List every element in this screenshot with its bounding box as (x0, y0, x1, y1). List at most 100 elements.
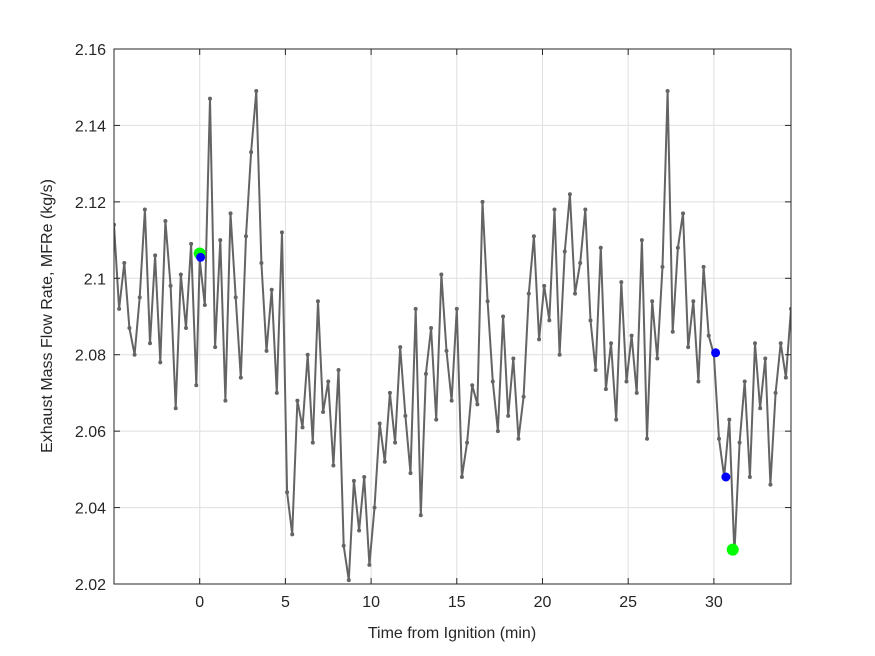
y-tick-label: 2.1 (84, 271, 106, 288)
blue-marker (196, 252, 206, 262)
x-axis-label: Time from Ignition (min) (368, 625, 536, 642)
data-point (645, 436, 650, 441)
data-point (223, 398, 228, 403)
data-point (670, 329, 675, 334)
data-point (783, 375, 788, 380)
data-point (624, 379, 629, 384)
data-point (367, 562, 372, 567)
plot-frame (113, 48, 792, 585)
data-point (163, 218, 168, 223)
blue-marker (711, 348, 721, 358)
data-point (122, 261, 127, 265)
data-point (691, 299, 696, 304)
y-tick-label: 2.16 (75, 42, 106, 59)
x-tick-label: 20 (534, 594, 552, 611)
data-point (153, 253, 158, 258)
data-point (398, 345, 403, 350)
blue-marker (721, 472, 731, 482)
data-point (552, 207, 557, 212)
data-point (778, 341, 783, 346)
y-tick-label: 2.06 (75, 424, 106, 441)
data-point (465, 440, 470, 445)
data-point (660, 264, 665, 269)
data-point (372, 505, 377, 510)
y-tick-label: 2.08 (75, 348, 106, 365)
data-point (429, 325, 434, 330)
data-point (706, 333, 711, 338)
data-point (521, 394, 526, 399)
data-point (578, 261, 583, 265)
data-point (228, 211, 233, 216)
data-point (321, 410, 326, 415)
data-point (423, 371, 428, 376)
data-point (351, 478, 356, 483)
data-point (408, 471, 413, 476)
data-point (341, 543, 346, 548)
data-point (300, 425, 305, 430)
data-point (362, 475, 367, 479)
data-point (650, 299, 655, 304)
data-point (183, 325, 188, 330)
data-point (614, 417, 619, 422)
data-point (310, 440, 315, 445)
data-point (470, 383, 475, 388)
data-point (142, 207, 147, 212)
data-point (547, 318, 552, 323)
data-point (207, 96, 212, 101)
data-point (480, 199, 485, 204)
data-point (459, 475, 464, 479)
data-point (295, 398, 300, 403)
data-point (331, 463, 336, 468)
data-point (665, 89, 670, 94)
data-point (773, 390, 778, 395)
data-point (603, 387, 608, 392)
data-point (285, 490, 290, 495)
data-point (168, 283, 173, 288)
data-point (202, 303, 207, 308)
data-point (178, 272, 183, 277)
data-point (117, 306, 122, 311)
data-point (454, 306, 459, 311)
data-point (588, 318, 593, 323)
data-point (686, 345, 691, 350)
series-layer (114, 89, 791, 583)
data-point (279, 230, 284, 235)
green-marker (726, 543, 739, 556)
data-point (639, 238, 644, 243)
data-point (158, 360, 163, 365)
data-point (137, 295, 142, 300)
data-point (336, 368, 341, 372)
data-point (305, 352, 310, 357)
data-point (681, 211, 686, 216)
data-point (593, 368, 598, 372)
data-point (516, 436, 521, 441)
data-point (501, 314, 506, 319)
data-point (449, 398, 454, 403)
data-point (444, 348, 449, 353)
data-point (619, 280, 624, 285)
data-point (290, 532, 295, 537)
data-point (526, 291, 531, 296)
data-point (763, 356, 768, 361)
data-point (127, 325, 132, 330)
data-point (189, 241, 194, 246)
data-point (598, 245, 603, 250)
data-point (742, 379, 747, 384)
data-point (233, 295, 238, 300)
data-point (218, 238, 223, 243)
data-point (567, 192, 572, 197)
data-point (315, 299, 320, 304)
data-point (382, 459, 387, 464)
data-point (393, 440, 398, 445)
data-point (747, 475, 752, 479)
y-tick-label: 2.04 (75, 501, 106, 518)
data-point (634, 390, 639, 395)
data-point (274, 390, 279, 395)
data-point (717, 436, 722, 441)
data-point (254, 89, 259, 94)
data-point (696, 379, 701, 384)
data-point (583, 207, 588, 212)
data-point (413, 306, 418, 311)
data-point (537, 337, 542, 342)
data-point (434, 417, 439, 422)
